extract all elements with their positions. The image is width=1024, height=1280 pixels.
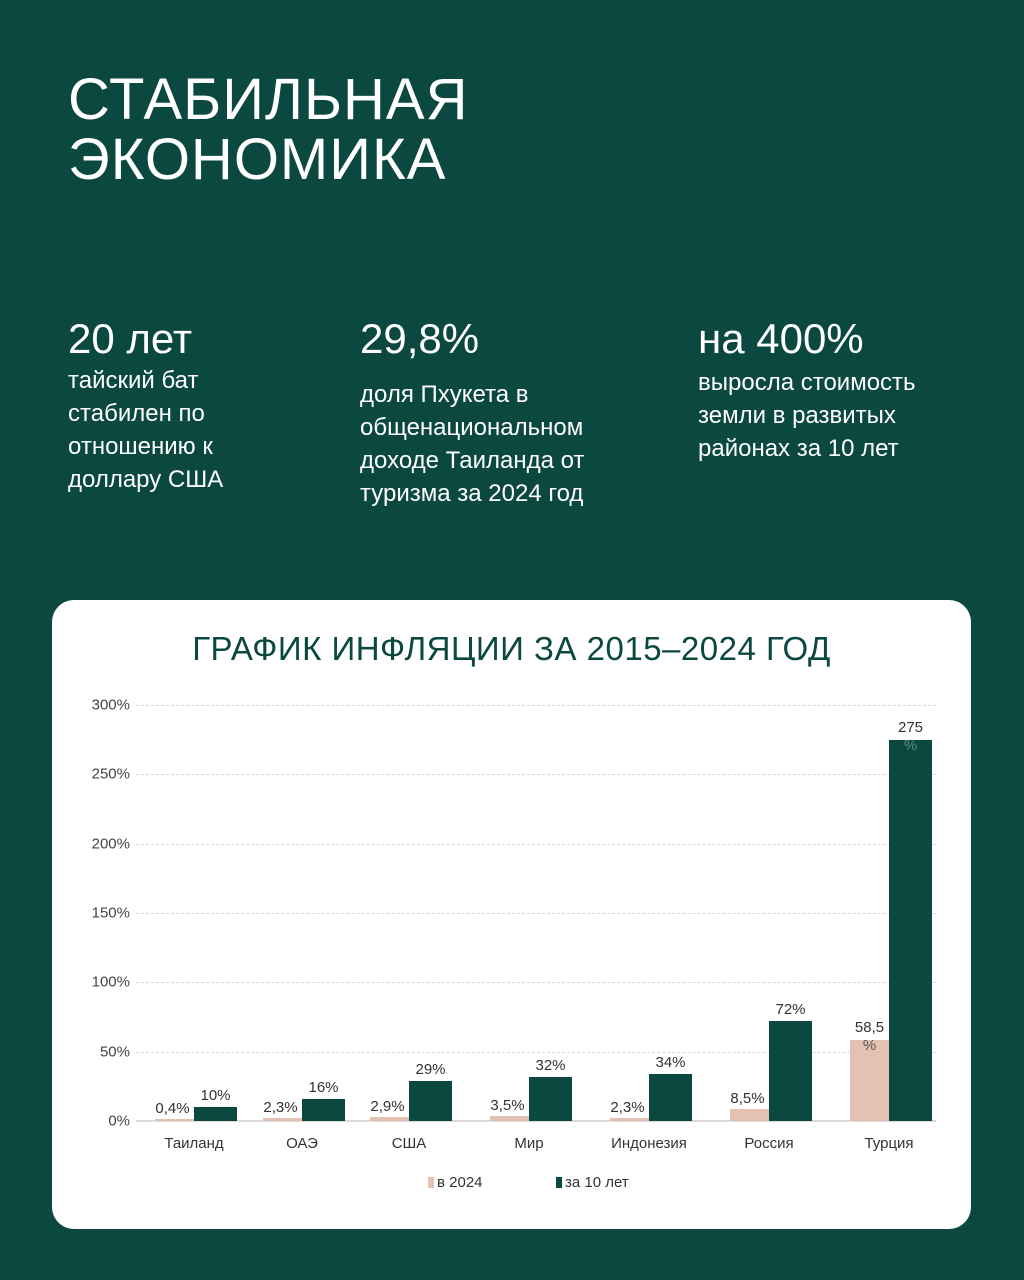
y-tick-label: 50% bbox=[99, 1043, 130, 1061]
bar-10y bbox=[529, 1076, 572, 1121]
stat-description: доля Пхукета в общенациональном доходе Т… bbox=[360, 381, 585, 507]
page-title: СТАБИЛЬНАЯ ЭКОНОМИКА bbox=[68, 70, 468, 190]
value-label-2024: 58,5% bbox=[854, 1018, 885, 1054]
bar-10y bbox=[409, 1080, 452, 1121]
legend-swatch-10y bbox=[556, 1177, 562, 1188]
bar-2024 bbox=[850, 1039, 889, 1121]
stat-phuket-share: 29,8% доля Пхукета в общенациональном до… bbox=[360, 312, 584, 510]
title-line-2: ЭКОНОМИКА bbox=[68, 127, 447, 192]
bar-2024 bbox=[490, 1116, 529, 1121]
gridline bbox=[136, 843, 936, 845]
bar-10y bbox=[769, 1021, 812, 1121]
y-tick-label: 100% bbox=[91, 973, 130, 991]
bar-10y bbox=[649, 1073, 692, 1121]
legend-item-2024: в 2024 bbox=[428, 1174, 483, 1191]
value-label-2024: 3,5% bbox=[490, 1097, 525, 1115]
value-label-2024: 0,4% bbox=[155, 1100, 190, 1117]
bar-10y bbox=[302, 1098, 345, 1121]
bar-chart: 0% 50% 100% 150% 200% 250% 300% 0,4% 10% Таиланд 2… bbox=[52, 600, 971, 1229]
x-axis-baseline bbox=[136, 1120, 936, 1122]
x-category-label: ОАЭ bbox=[286, 1135, 318, 1152]
legend-label: в 2024 bbox=[437, 1174, 483, 1191]
gridline bbox=[136, 705, 936, 706]
stat-description: выросла стоимость земли в развитых район… bbox=[698, 369, 916, 462]
legend-label: за 10 лет bbox=[565, 1174, 629, 1191]
stat-value: 20 лет bbox=[68, 315, 193, 362]
chart-card: ГРАФИК ИНФЛЯЦИИ ЗА 2015–2024 ГОД 0% 50% 10… bbox=[52, 600, 971, 1229]
x-category-label: Таиланд bbox=[164, 1135, 224, 1152]
legend-item-10y: за 10 лет bbox=[556, 1174, 629, 1191]
value-label-2024: 8,5% bbox=[730, 1090, 765, 1108]
bar-2024 bbox=[263, 1117, 302, 1121]
stat-land-growth: на 400% выросла стоимость земли в развит… bbox=[698, 312, 916, 465]
value-label-10y: 32% bbox=[535, 1056, 566, 1074]
value-label-10y: 16% bbox=[308, 1078, 339, 1096]
x-category-label: Мир bbox=[514, 1135, 544, 1152]
x-category-label: Турция bbox=[864, 1135, 914, 1152]
bar-2024 bbox=[610, 1117, 649, 1121]
bar-10y bbox=[889, 739, 932, 1121]
gridline bbox=[136, 913, 936, 914]
value-label-10y: 34% bbox=[655, 1053, 686, 1071]
value-label-10y: 10% bbox=[200, 1087, 231, 1105]
y-tick-label: 300% bbox=[91, 696, 130, 714]
stat-description: тайский бат стабилен по отношению к долл… bbox=[68, 367, 224, 493]
value-label-2024: 2,9% bbox=[370, 1097, 405, 1115]
x-category-label: Россия bbox=[744, 1135, 794, 1152]
value-label-10y: 29% bbox=[415, 1060, 446, 1078]
value-label-2024: 2,3% bbox=[263, 1098, 298, 1116]
stat-baht-stability: 20 лет тайский бат стабилен по отношению… bbox=[68, 312, 223, 496]
gridline bbox=[136, 982, 936, 984]
bar-10y bbox=[194, 1107, 237, 1121]
bar-2024 bbox=[155, 1119, 194, 1121]
x-category-label: США bbox=[391, 1135, 427, 1152]
bar-2024 bbox=[730, 1109, 769, 1121]
y-tick-label: 250% bbox=[91, 765, 130, 783]
chart-title: ГРАФИК ИНФЛЯЦИИ ЗА 2015–2024 ГОД bbox=[192, 630, 831, 667]
value-label-2024: 2,3% bbox=[610, 1098, 645, 1116]
stat-value: на 400% bbox=[698, 315, 864, 362]
y-tick-label: 150% bbox=[91, 904, 130, 922]
x-category-label: Индонезия bbox=[611, 1135, 687, 1152]
value-label-10y: 275% bbox=[897, 718, 924, 754]
y-tick-label: 0% bbox=[108, 1112, 130, 1130]
value-label-10y: 72% bbox=[775, 1001, 806, 1019]
y-tick-label: 200% bbox=[91, 835, 130, 853]
legend-swatch-2024 bbox=[428, 1177, 434, 1188]
title-line-1: СТАБИЛЬНАЯ bbox=[68, 67, 469, 132]
gridline bbox=[136, 774, 936, 776]
stat-value: 29,8% bbox=[360, 315, 480, 362]
gridline bbox=[136, 1051, 936, 1053]
bar-2024 bbox=[370, 1116, 409, 1121]
